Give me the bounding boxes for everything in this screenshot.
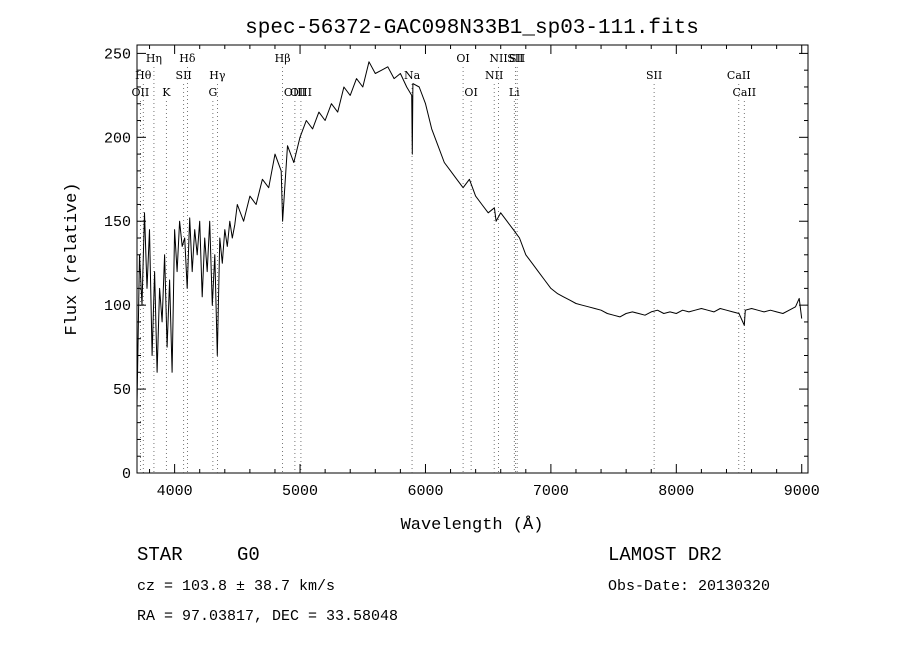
line-marker-label: CaII: [732, 86, 756, 99]
spectrum-line: [136, 61, 803, 406]
coordinates: RA = 97.03817, DEC = 33.58048: [137, 608, 398, 625]
survey-name: LAMOST DR2: [608, 544, 722, 566]
y-tick-label: 50: [113, 382, 131, 399]
y-tick-label: 250: [104, 46, 131, 63]
line-marker-label: CaII: [727, 69, 751, 82]
y-axis-label: Flux (relative): [63, 182, 82, 335]
x-tick-label: 6000: [407, 483, 443, 500]
spectral-subclass: G0: [237, 544, 260, 566]
spectrum-series: [136, 61, 803, 406]
line-marker-label: SII: [509, 52, 525, 65]
x-tick-label: 4000: [157, 483, 193, 500]
x-tick-label: 7000: [533, 483, 569, 500]
plot-frame: [136, 44, 809, 474]
axis-ticks: 4000 5000 6000 7000 8000 9000 0 50 100 150 200 250: [104, 45, 820, 500]
obs-date: Obs-Date: 20130320: [608, 578, 770, 595]
line-marker-label: OI: [464, 86, 477, 99]
y-tick-label: 100: [104, 298, 131, 315]
line-marker-label: Hθ: [135, 69, 152, 82]
y-tick-label: 0: [122, 466, 131, 483]
line-marker-label: Na: [404, 69, 421, 82]
object-type: STAR: [137, 544, 183, 566]
y-tick-label: 150: [104, 214, 131, 231]
x-tick-label: 8000: [658, 483, 694, 500]
x-tick-label: 5000: [282, 483, 318, 500]
line-marker-label: OII: [132, 86, 150, 99]
x-tick-label: 9000: [784, 483, 820, 500]
line-marker-label: G: [208, 86, 217, 99]
line-marker-label: Li: [509, 86, 520, 99]
velocity-info: cz = 103.8 ± 38.7 km/s: [137, 578, 335, 595]
line-marker-label: Hβ: [275, 52, 291, 65]
line-marker-label: Hγ: [209, 69, 226, 82]
line-marker-label: SII: [176, 69, 192, 82]
line-marker-label: NII: [485, 69, 503, 82]
x-axis-label: Wavelength (Å): [401, 516, 544, 535]
line-marker-label: Hη: [146, 52, 162, 65]
line-marker-label: Hδ: [179, 52, 196, 65]
line-marker-label: SII: [507, 52, 523, 65]
line-marker-label: OI: [456, 52, 469, 65]
line-marker-label: SII: [646, 69, 662, 82]
line-marker-label: OIII: [290, 86, 312, 99]
line-marker-label: K: [162, 86, 171, 99]
line-marker-label: NII: [489, 52, 507, 65]
chart-title: spec-56372-GAC098N33B1_sp03-111.fits: [245, 17, 699, 40]
y-tick-label: 200: [104, 130, 131, 147]
line-marker-label: OIII: [284, 86, 306, 99]
